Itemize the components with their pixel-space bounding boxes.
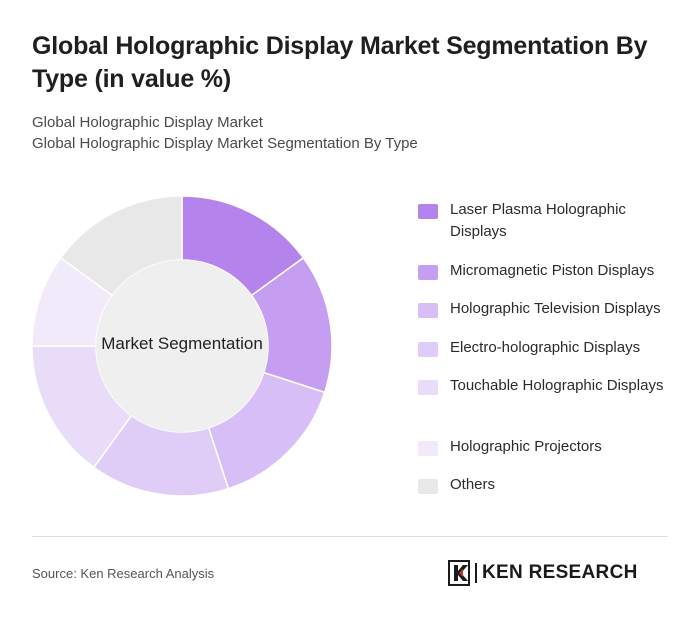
legend-swatch — [418, 204, 438, 219]
donut-chart — [31, 195, 333, 497]
legend-label: Micromagnetic Piston Displays — [450, 262, 655, 279]
footer-divider — [32, 536, 668, 537]
donut-hole — [96, 260, 268, 432]
legend-swatch — [418, 479, 438, 494]
subtitle-line-2: Global Holographic Display Market Segmen… — [32, 135, 418, 152]
ken-research-logo-icon — [448, 560, 470, 586]
legend-label: Holographic Projectors — [450, 438, 602, 455]
legend-label: Touchable Holographic Displays — [450, 377, 664, 394]
subtitle-line-1: Global Holographic Display Market — [32, 114, 263, 131]
legend-label: Others — [450, 476, 496, 493]
legend-swatch — [418, 380, 438, 395]
legend-label: Laser Plasma Holographic Displays — [450, 201, 626, 240]
donut-center-label: Market Segmentation — [101, 334, 263, 353]
source-note: Source: Ken Research Analysis — [32, 566, 215, 581]
chart-subtitle: Global Holographic Display Market Global… — [32, 112, 418, 154]
legend-swatch — [418, 265, 438, 280]
brand-name: KEN RESEARCH — [482, 562, 638, 583]
brand-separator — [475, 563, 477, 583]
legend-swatch — [418, 441, 438, 456]
legend-label: Electro-holographic Displays — [450, 339, 641, 356]
chart-title: Global Holographic Display Market Segmen… — [32, 32, 648, 93]
legend-swatch — [418, 303, 438, 318]
brand-logo: KEN RESEARCH — [448, 560, 670, 588]
legend-swatch — [418, 342, 438, 357]
legend-label: Holographic Television Displays — [450, 300, 661, 317]
